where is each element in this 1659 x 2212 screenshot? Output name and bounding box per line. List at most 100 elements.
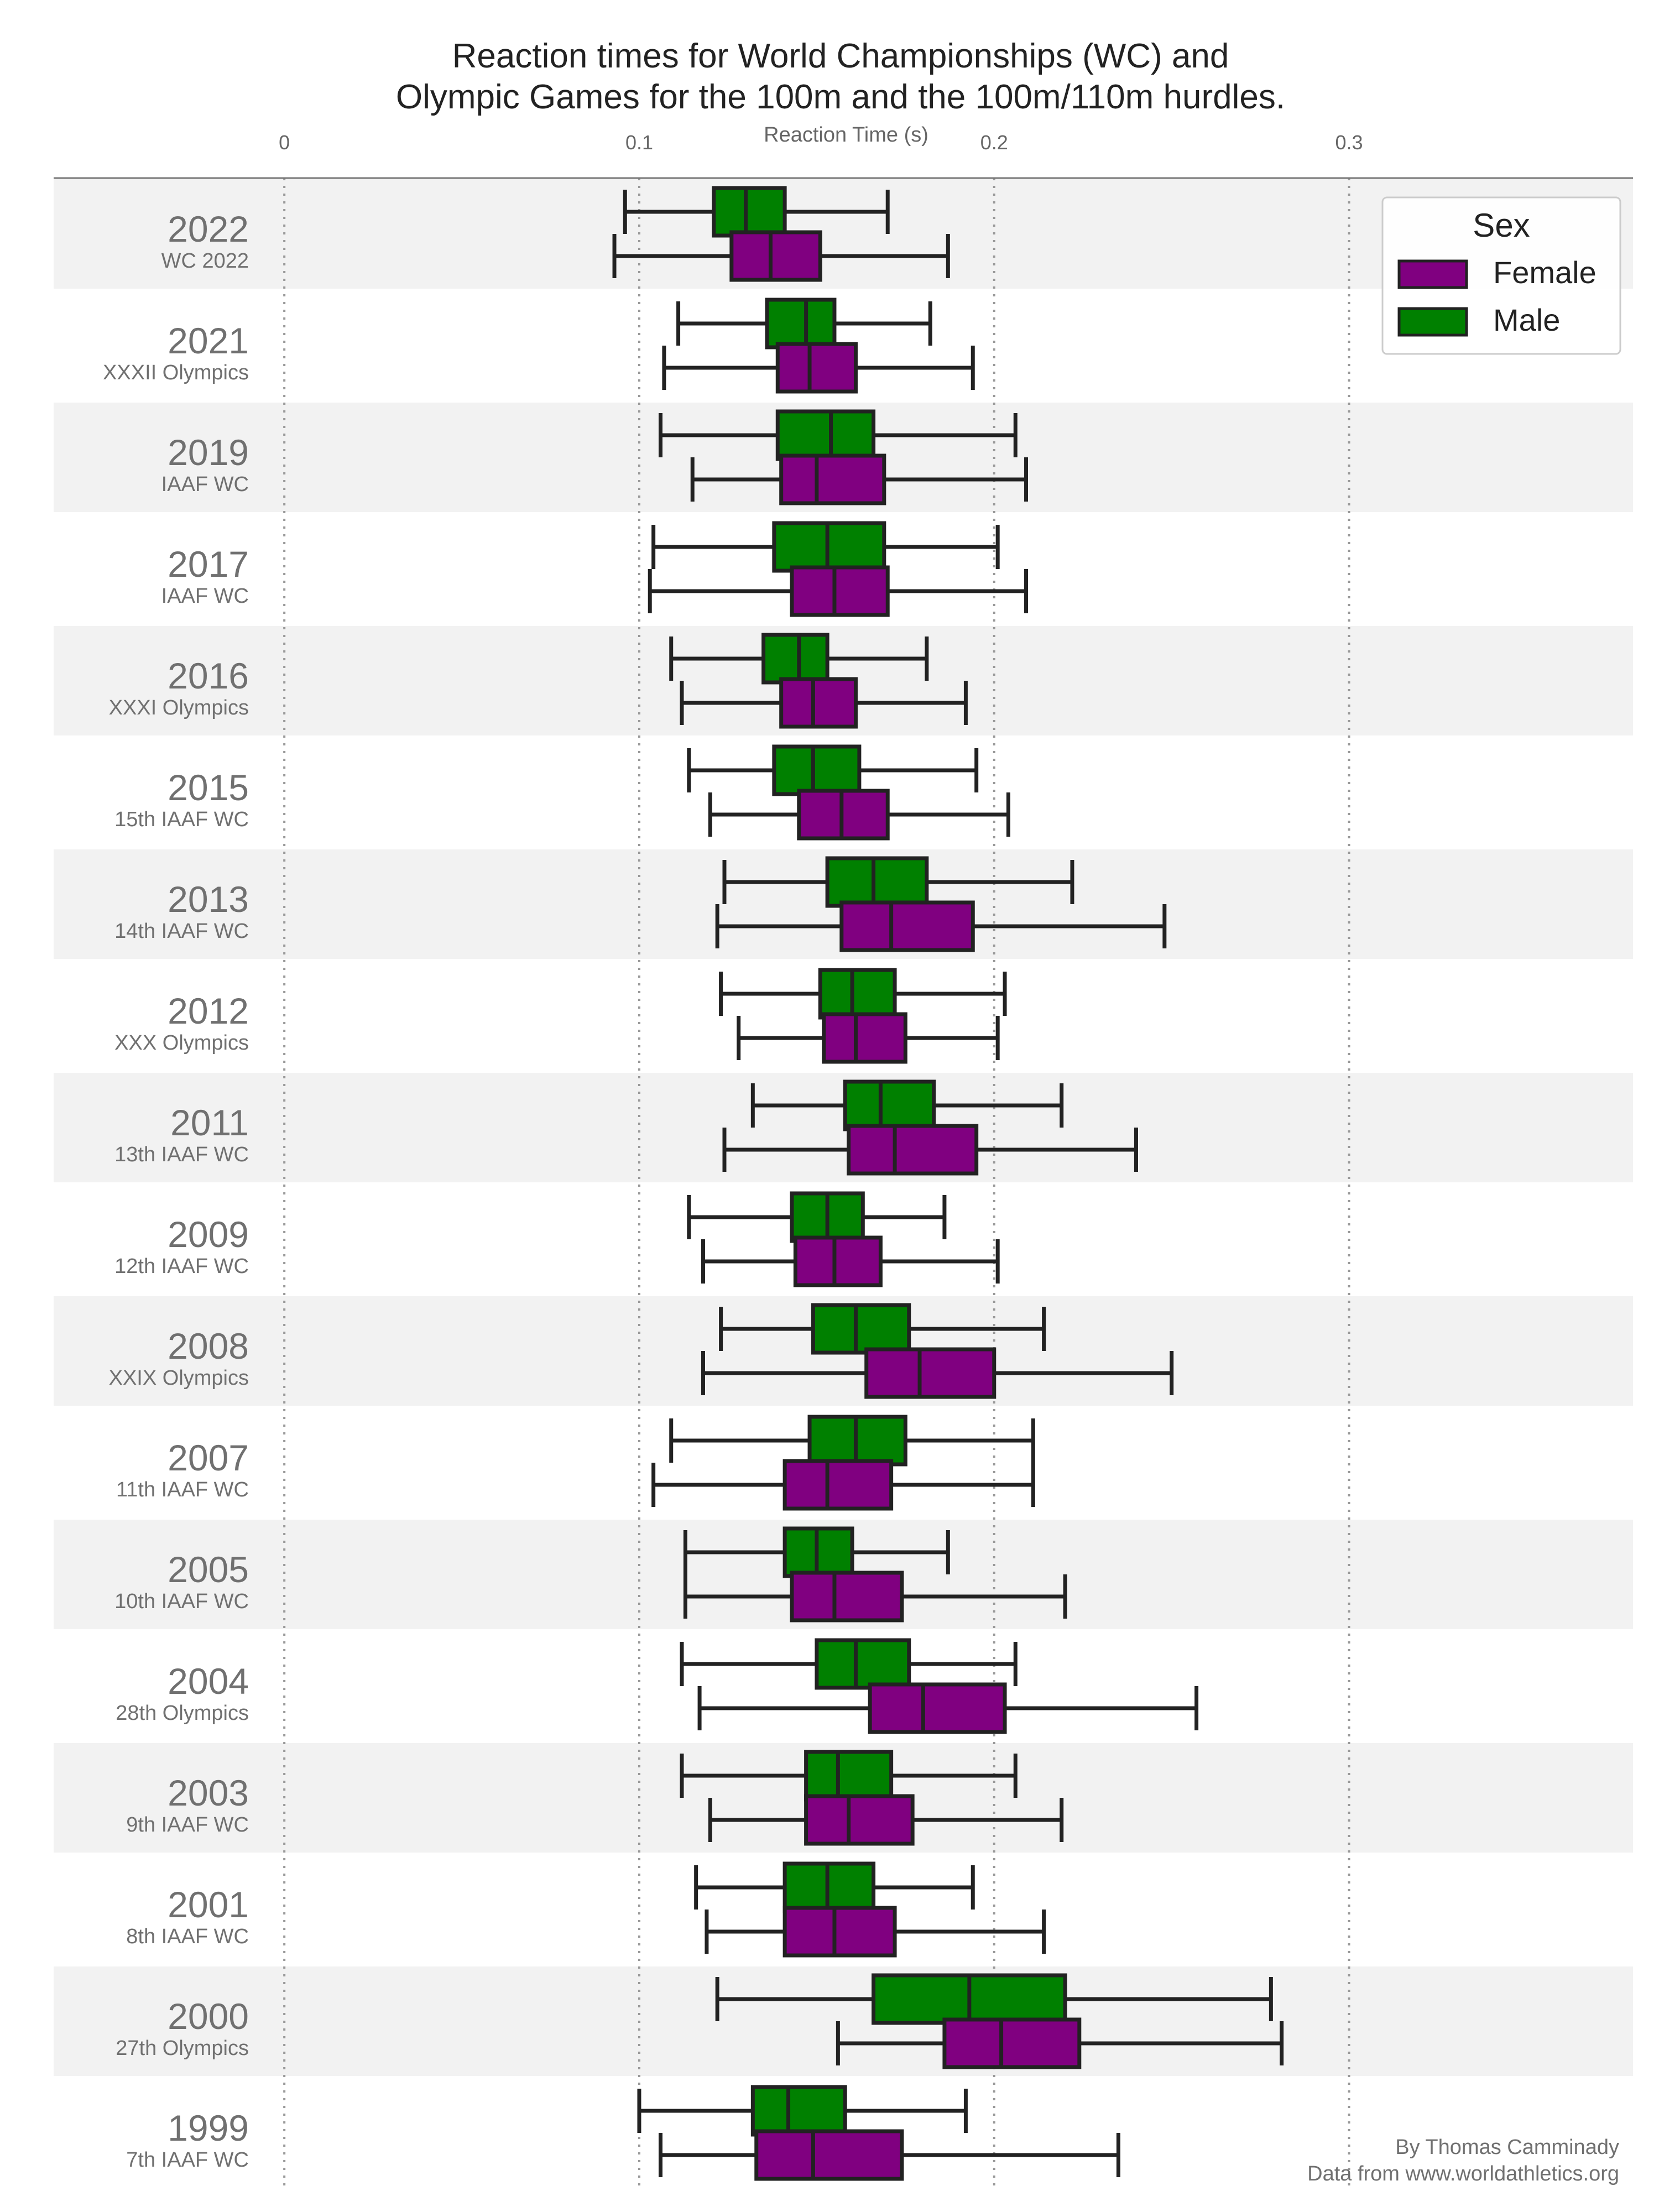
- iqr-box: [790, 565, 890, 617]
- legend-label-female: Female: [1493, 255, 1597, 290]
- x-axis-label: Reaction Time (s): [764, 123, 928, 147]
- event-label: XXIX Olympics: [109, 1366, 249, 1390]
- chart-title-line-1: Reaction times for World Championships (…: [452, 37, 1229, 75]
- iqr-box: [868, 1682, 1007, 1734]
- iqr-box: [864, 1347, 997, 1399]
- event-label: IAAF WC: [161, 585, 249, 608]
- male-boxplot: [750, 1079, 1064, 1131]
- male-boxplot: [669, 633, 929, 685]
- iqr-box: [782, 1906, 897, 1958]
- iqr-box: [765, 298, 837, 349]
- female-boxplot: [697, 1682, 1199, 1734]
- year-label: 2007: [168, 1437, 249, 1478]
- iqr-box: [790, 1571, 904, 1623]
- event-label: 7th IAAF WC: [126, 2148, 249, 2172]
- event-label: 13th IAAF WC: [114, 1143, 249, 1166]
- iqr-box: [775, 342, 858, 394]
- iqr-box: [843, 1079, 936, 1131]
- x-tick-label: 0.3: [1335, 131, 1363, 154]
- iqr-box: [815, 1638, 911, 1690]
- female-boxplot: [612, 230, 950, 282]
- female-boxplot: [705, 1906, 1046, 1958]
- iqr-box: [779, 453, 886, 505]
- male-boxplot: [680, 1638, 1018, 1690]
- x-tick-label: 0.2: [980, 131, 1008, 154]
- iqr-box: [750, 2085, 847, 2137]
- male-boxplot: [637, 2085, 968, 2137]
- year-label: 2001: [168, 1884, 249, 1925]
- male-boxplot: [680, 1750, 1018, 1802]
- legend-entries: Female Male: [1397, 255, 1597, 337]
- event-label: 11th IAAF WC: [116, 1478, 249, 1501]
- legend-title: Sex: [1473, 207, 1530, 244]
- iqr-box: [782, 1459, 894, 1511]
- male-boxplot: [687, 744, 979, 796]
- female-boxplot: [836, 2017, 1284, 2069]
- iqr-box: [775, 409, 876, 461]
- female-boxplot: [701, 1347, 1174, 1399]
- event-label: 15th IAAF WC: [114, 808, 249, 831]
- male-boxplot: [719, 1303, 1046, 1355]
- iqr-box: [825, 856, 929, 908]
- female-boxplot: [651, 1459, 1035, 1511]
- year-label: 2015: [168, 767, 249, 808]
- iqr-box: [772, 744, 862, 796]
- iqr-box: [847, 1124, 979, 1176]
- year-label: 2005: [168, 1549, 249, 1590]
- year-label: 2019: [168, 432, 249, 473]
- event-label: 28th Olympics: [116, 1702, 249, 1725]
- iqr-box: [822, 1012, 907, 1064]
- male-boxplot: [669, 1415, 1035, 1467]
- year-label: 2012: [168, 990, 249, 1031]
- event-label: 27th Olympics: [116, 2037, 249, 2060]
- female-boxplot: [701, 1235, 1000, 1287]
- x-tick-label: 0.1: [625, 131, 653, 154]
- year-label: 2003: [168, 1772, 249, 1813]
- boxplots: [612, 186, 1284, 2181]
- year-label: 2016: [168, 655, 249, 696]
- year-label: 1999: [168, 2107, 249, 2148]
- iqr-box: [793, 1235, 883, 1287]
- event-label: 8th IAAF WC: [126, 1925, 249, 1948]
- female-boxplot: [690, 453, 1029, 505]
- year-label: 2008: [168, 1326, 249, 1366]
- legend-swatch-male: [1397, 307, 1468, 337]
- legend: Sex Female Male: [1381, 196, 1621, 355]
- event-label: XXXI Olympics: [109, 696, 249, 719]
- female-boxplot: [662, 342, 975, 394]
- year-label: 2022: [168, 208, 249, 249]
- iqr-box: [839, 900, 975, 952]
- iqr-box: [712, 186, 787, 238]
- year-label: 2013: [168, 879, 249, 920]
- credit-line: By Thomas Camminady: [1395, 2136, 1619, 2159]
- year-label: 2004: [168, 1661, 249, 1702]
- iqr-box: [811, 1303, 911, 1355]
- female-boxplot: [680, 677, 968, 729]
- female-boxplot: [683, 1571, 1067, 1623]
- event-label: 14th IAAF WC: [114, 920, 249, 943]
- event-label: WC 2022: [161, 249, 249, 273]
- x-axis-ticks: 0 0.1 0.2 0.3: [279, 131, 1363, 154]
- male-boxplot: [683, 1526, 950, 1578]
- legend-swatch-female: [1397, 259, 1468, 289]
- x-tick-label: 0: [279, 131, 290, 154]
- female-boxplot: [658, 2129, 1120, 2181]
- year-label: 2017: [168, 544, 249, 585]
- female-boxplot: [648, 565, 1029, 617]
- credits: By Thomas Camminady Data from www.worldat…: [1307, 2136, 1619, 2185]
- chart-title-line-2: Olympic Games for the 100m and the 100m/…: [396, 78, 1285, 116]
- female-boxplot: [722, 1124, 1138, 1176]
- iqr-box: [818, 968, 897, 1020]
- male-boxplot: [623, 186, 890, 238]
- iqr-box: [804, 1750, 894, 1802]
- female-boxplot: [737, 1012, 1000, 1064]
- iqr-box: [729, 230, 822, 282]
- vertical-gridlines: [283, 178, 1350, 2188]
- year-label: 2000: [168, 1996, 249, 2037]
- iqr-box: [761, 633, 830, 685]
- credit-line: Data from www.worldathletics.org: [1307, 2162, 1619, 2185]
- event-label: 10th IAAF WC: [114, 1590, 249, 1613]
- male-boxplot: [715, 1973, 1273, 2025]
- female-boxplot: [708, 789, 1010, 841]
